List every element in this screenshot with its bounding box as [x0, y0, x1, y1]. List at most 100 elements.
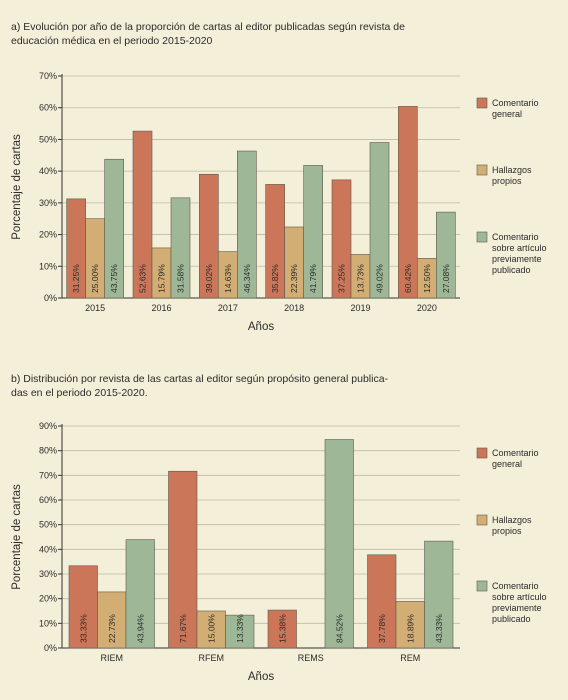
- y-tick-label: 70%: [39, 470, 57, 480]
- y-tick-label: 10%: [39, 618, 57, 628]
- bar: [324, 439, 354, 649]
- bar: [168, 470, 198, 649]
- chart-a: 0% 10% 20% 30% 40% 50% 60% 70% 31.25% 25.00% 43.75…: [11, 71, 547, 333]
- bar: [369, 142, 390, 299]
- bar-value-label: 39.02%: [204, 264, 214, 293]
- bar-value-label: 43.33%: [434, 614, 444, 643]
- y-tick-label: 30%: [39, 569, 57, 579]
- chart-b-title-line-2: das en el periodo 2015-2020.: [11, 387, 148, 399]
- bar: [199, 173, 219, 299]
- bar: [97, 591, 127, 649]
- bar: [436, 211, 456, 299]
- legend-label: previamente: [492, 603, 542, 613]
- legend-label: Comentario: [492, 98, 539, 108]
- bar-value-label: 43.75%: [109, 264, 119, 293]
- x-tick-label: 2018: [284, 303, 304, 313]
- bar-value-label: 41.79%: [308, 264, 318, 293]
- legend-swatch: [476, 514, 488, 526]
- bar: [331, 179, 352, 299]
- y-tick-label: 90%: [39, 421, 57, 431]
- x-tick-label: REMS: [298, 653, 324, 663]
- bar-value-label: 84.52%: [334, 614, 344, 643]
- bar: [398, 106, 418, 299]
- legend-swatch: [476, 231, 488, 243]
- legend-label: publicado: [492, 265, 531, 275]
- y-tick-label: 20%: [39, 230, 57, 240]
- chart-b-title-line-1: b) Distribución por revista de las carta…: [11, 373, 389, 385]
- y-tick-label: 0%: [44, 293, 57, 303]
- bar-value-label: 15.79%: [157, 264, 167, 293]
- y-tick-label: 20%: [39, 594, 57, 604]
- x-tick-label: 2015: [85, 303, 105, 313]
- bar-value-label: 31.25%: [71, 264, 81, 293]
- bar-value-label: 71.67%: [178, 614, 188, 643]
- x-tick-label: 2017: [218, 303, 238, 313]
- bar: [225, 614, 255, 649]
- x-tick-label: RIEM: [101, 653, 124, 663]
- bar-value-label: 35.82%: [270, 264, 280, 293]
- bar-value-label: 15.00%: [206, 614, 216, 643]
- x-tick-label: REM: [400, 653, 420, 663]
- y-tick-label: 80%: [39, 446, 57, 456]
- bar-value-label: 13.73%: [356, 264, 366, 293]
- legend-label: general: [492, 459, 522, 469]
- bar-value-label: 37.25%: [337, 264, 347, 293]
- bar: [237, 150, 257, 299]
- bar-value-label: 37.78%: [377, 614, 387, 643]
- legend-swatch: [476, 447, 488, 459]
- bar-value-label: 22.39%: [289, 264, 299, 293]
- bar-value-label: 14.63%: [223, 264, 233, 293]
- bar-value-label: 13.33%: [235, 614, 245, 643]
- legend-label: Comentario: [492, 581, 539, 591]
- y-tick-label: 40%: [39, 166, 57, 176]
- bar-value-label: 18.89%: [405, 614, 415, 643]
- legend-swatch: [476, 580, 488, 592]
- bar: [132, 130, 153, 299]
- bar-value-label: 22.73%: [107, 614, 117, 643]
- bar-value-label: 46.34%: [242, 264, 252, 293]
- bar: [68, 565, 98, 649]
- bar: [303, 165, 323, 299]
- legend-label: Comentario: [492, 448, 539, 458]
- y-tick-label: 30%: [39, 198, 57, 208]
- legend-label: sobre artículo: [492, 592, 547, 602]
- y-tick-label: 0%: [44, 643, 57, 653]
- chart-a-title: a) Evolución por año de la proporción de…: [11, 21, 405, 47]
- legend-label: previamente: [492, 254, 542, 264]
- x-tick-label: RFEM: [199, 653, 225, 663]
- bar: [424, 540, 454, 649]
- legend-label: Hallazgos: [492, 165, 532, 175]
- legend-swatch: [476, 97, 488, 109]
- x-tick-label: 2019: [350, 303, 370, 313]
- y-tick-label: 50%: [39, 134, 57, 144]
- bar-value-label: 31.58%: [176, 264, 186, 293]
- legend-label: sobre artículo: [492, 243, 547, 253]
- bar-value-label: 33.33%: [78, 614, 88, 643]
- x-tick-label: 2016: [151, 303, 171, 313]
- bar: [170, 197, 191, 299]
- y-tick-label: 50%: [39, 520, 57, 530]
- y-tick-label: 60%: [39, 103, 57, 113]
- y-tick-label: 70%: [39, 71, 57, 81]
- legend-label: Comentario: [492, 232, 539, 242]
- legend-label: general: [492, 109, 522, 119]
- legend-label: publicado: [492, 614, 531, 624]
- legend-label: Hallazgos: [492, 515, 532, 525]
- bar: [267, 609, 297, 649]
- bar-value-label: 25.00%: [90, 264, 100, 293]
- y-axis-title: Porcentaje de cartas: [11, 134, 23, 240]
- y-axis-title: Porcentaje de cartas: [11, 484, 23, 590]
- x-axis-title: Años: [248, 671, 274, 683]
- y-tick-label: 40%: [39, 544, 57, 554]
- bar: [395, 601, 425, 649]
- legend-swatch: [476, 164, 488, 176]
- bar-value-label: 12.50%: [422, 264, 432, 293]
- legend-label: propios: [492, 176, 522, 186]
- bar: [104, 158, 124, 299]
- y-tick-label: 10%: [39, 261, 57, 271]
- chart-b-title: b) Distribución por revista de las carta…: [11, 372, 451, 400]
- bar: [196, 610, 226, 649]
- x-tick-label: 2020: [417, 303, 437, 313]
- bar-value-label: 27.08%: [441, 264, 451, 293]
